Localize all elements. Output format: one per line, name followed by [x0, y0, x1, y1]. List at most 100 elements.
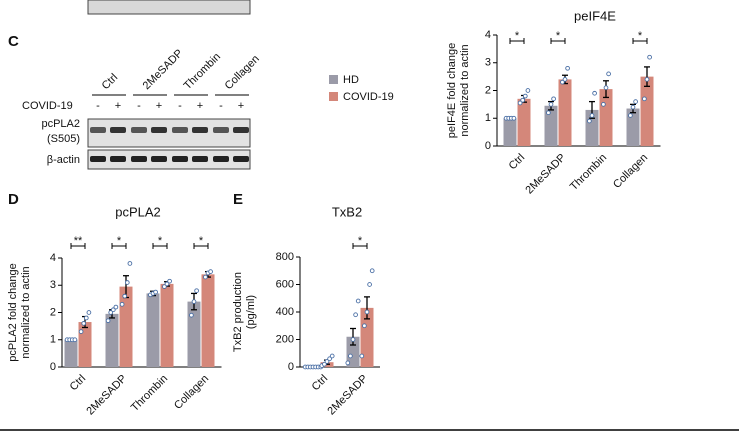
data-point	[162, 284, 167, 289]
legend-swatch	[329, 92, 338, 101]
band	[233, 127, 249, 133]
y-axis-label: peIF4E fold change	[446, 43, 458, 138]
lane-label: Collagen	[223, 53, 262, 92]
y-tick-label: 0	[485, 140, 491, 152]
data-point	[127, 261, 133, 266]
data-point	[86, 310, 92, 315]
sign: +	[197, 100, 203, 112]
blot-row-label: pcPLA2	[41, 118, 80, 130]
bar	[544, 105, 558, 146]
data-point	[78, 329, 84, 334]
sign: -	[96, 100, 100, 112]
sig-label: *	[199, 235, 204, 247]
data-point	[362, 323, 367, 329]
data-point	[367, 282, 372, 287]
data-point	[153, 289, 158, 295]
band	[172, 127, 188, 133]
y-tick-label: 600	[276, 278, 294, 290]
y-tick-label: 1	[485, 112, 491, 124]
sign: -	[137, 100, 141, 112]
band	[90, 127, 106, 133]
data-point	[630, 104, 636, 110]
data-point	[203, 274, 208, 280]
data-point	[72, 337, 78, 343]
data-point	[551, 96, 556, 102]
legend-label: HD	[343, 74, 359, 86]
bar	[187, 301, 201, 367]
blot-actin	[87, 149, 251, 170]
y-tick-label: 2	[50, 306, 56, 318]
data-point	[108, 310, 114, 315]
blot-fragment	[87, 0, 251, 15]
data-point	[565, 65, 570, 71]
chart-title: TxB2	[332, 204, 362, 219]
data-point	[548, 102, 554, 107]
panel-label: C	[8, 33, 19, 50]
sign: -	[178, 100, 182, 112]
chart-title: peIF4E	[574, 8, 616, 23]
data-point	[369, 268, 375, 274]
panel-label: D	[8, 191, 19, 208]
data-point	[520, 97, 526, 103]
sign: +	[156, 100, 162, 112]
data-point	[105, 318, 111, 324]
y-tick-label: 4	[485, 29, 491, 41]
data-point	[359, 353, 365, 359]
y-tick-label: 2	[485, 84, 491, 96]
data-point	[560, 79, 565, 85]
data-point	[81, 321, 87, 326]
sign: -	[219, 100, 223, 112]
data-point	[119, 301, 125, 307]
x-tick-label: Ctrl	[68, 373, 89, 394]
data-point	[525, 88, 531, 93]
x-tick-label: 2MeSADP	[84, 373, 129, 418]
y-tick-label: 200	[276, 333, 294, 345]
data-point	[329, 353, 335, 359]
bar	[640, 76, 654, 146]
data-point	[189, 312, 194, 318]
band	[192, 156, 208, 162]
condition-label: COVID-19	[22, 100, 73, 112]
bar	[626, 108, 640, 146]
data-point	[191, 299, 197, 304]
data-point	[113, 304, 119, 310]
data-point	[642, 96, 647, 102]
data-point	[348, 353, 353, 359]
x-tick-label: Thrombin	[129, 373, 170, 414]
bar	[517, 98, 531, 146]
bar	[105, 313, 119, 367]
data-point	[589, 113, 595, 118]
data-point	[644, 77, 650, 82]
data-point	[83, 315, 89, 321]
data-point	[511, 115, 517, 121]
bar	[503, 118, 517, 146]
data-point	[592, 90, 597, 96]
bar	[78, 322, 92, 367]
band	[110, 127, 126, 133]
band	[233, 156, 249, 162]
sign: +	[238, 100, 244, 112]
sig-label: *	[117, 235, 122, 247]
lane-label: 2MeSADP	[141, 47, 186, 92]
data-point	[647, 54, 652, 60]
blot-row-label: β-actin	[47, 154, 80, 166]
sign: +	[115, 100, 121, 112]
y-axis-label: (pg/ml)	[245, 295, 257, 329]
y-tick-label: 3	[50, 279, 56, 291]
sig-label: **	[74, 235, 83, 247]
sig-label: *	[515, 30, 520, 42]
lane-label: Ctrl	[100, 72, 121, 93]
data-point	[124, 280, 130, 285]
data-point	[164, 281, 170, 287]
y-axis-label: pcPLA2 fold change	[7, 263, 19, 361]
y-tick-label: 4	[50, 252, 56, 264]
sig-label: *	[158, 235, 163, 247]
data-point	[562, 77, 568, 82]
sig-label: *	[638, 30, 643, 42]
bar	[64, 339, 78, 367]
band	[151, 156, 167, 162]
data-point	[517, 100, 523, 106]
band	[131, 156, 147, 162]
data-point	[546, 110, 551, 116]
